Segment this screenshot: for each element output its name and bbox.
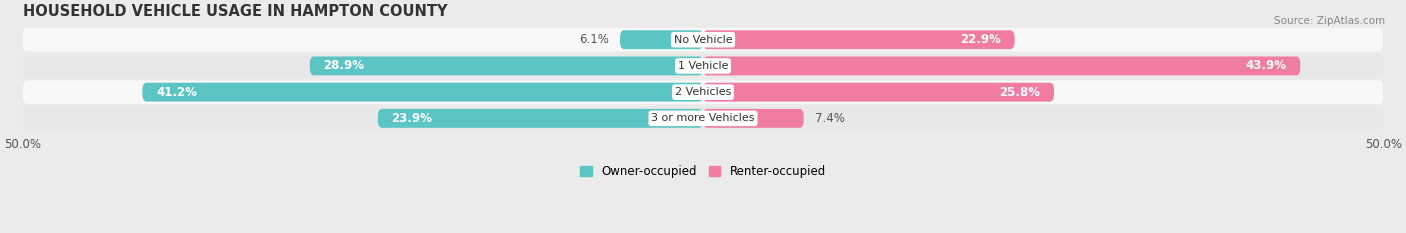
FancyBboxPatch shape — [703, 56, 1301, 75]
FancyBboxPatch shape — [620, 30, 703, 49]
FancyBboxPatch shape — [703, 83, 1054, 102]
FancyBboxPatch shape — [309, 56, 703, 75]
Text: Source: ZipAtlas.com: Source: ZipAtlas.com — [1274, 16, 1385, 26]
Text: 6.1%: 6.1% — [579, 33, 609, 46]
Text: 41.2%: 41.2% — [156, 86, 197, 99]
FancyBboxPatch shape — [22, 28, 1384, 51]
Text: 25.8%: 25.8% — [1000, 86, 1040, 99]
Text: 1 Vehicle: 1 Vehicle — [678, 61, 728, 71]
Text: HOUSEHOLD VEHICLE USAGE IN HAMPTON COUNTY: HOUSEHOLD VEHICLE USAGE IN HAMPTON COUNT… — [22, 4, 447, 19]
FancyBboxPatch shape — [142, 83, 703, 102]
FancyBboxPatch shape — [22, 54, 1384, 78]
FancyBboxPatch shape — [378, 109, 703, 128]
FancyBboxPatch shape — [22, 80, 1384, 104]
FancyBboxPatch shape — [703, 109, 804, 128]
Text: 43.9%: 43.9% — [1246, 59, 1286, 72]
Text: 7.4%: 7.4% — [814, 112, 845, 125]
Text: 22.9%: 22.9% — [960, 33, 1001, 46]
FancyBboxPatch shape — [703, 30, 1015, 49]
Text: 23.9%: 23.9% — [391, 112, 432, 125]
Text: 2 Vehicles: 2 Vehicles — [675, 87, 731, 97]
Text: 3 or more Vehicles: 3 or more Vehicles — [651, 113, 755, 123]
Text: No Vehicle: No Vehicle — [673, 35, 733, 45]
Text: 28.9%: 28.9% — [323, 59, 364, 72]
Legend: Owner-occupied, Renter-occupied: Owner-occupied, Renter-occupied — [579, 165, 827, 178]
FancyBboxPatch shape — [22, 106, 1384, 130]
